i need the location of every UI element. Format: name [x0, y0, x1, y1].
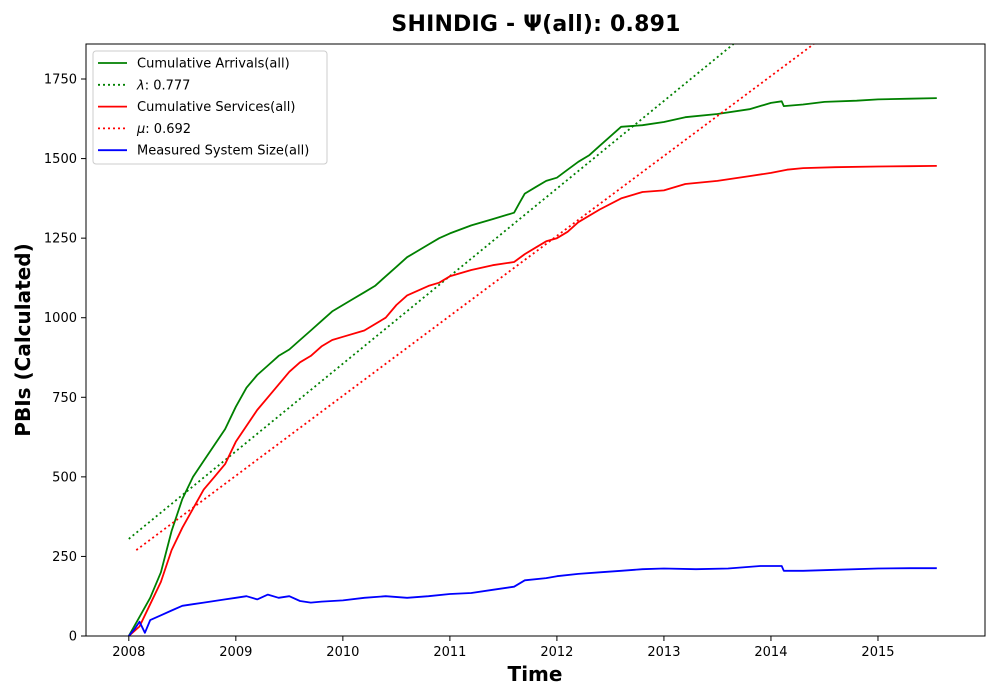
legend-label: Cumulative Arrivals(all): [137, 57, 290, 72]
x-tick-label: 2013: [647, 645, 680, 660]
y-tick-label: 1500: [44, 152, 77, 167]
y-tick-label: 1000: [44, 311, 77, 326]
y-tick-label: 500: [52, 470, 77, 485]
y-tick-label: 250: [52, 550, 77, 565]
x-axis-label: Time: [508, 662, 563, 686]
x-tick-label: 2015: [861, 645, 894, 660]
legend-label: λ: 0.777: [136, 78, 190, 93]
legend-label: Measured System Size(all): [137, 144, 309, 159]
x-tick-label: 2010: [326, 645, 359, 660]
chart-title: SHINDIG - Ψ(all): 0.891: [391, 12, 681, 37]
x-tick-label: 2014: [754, 645, 787, 660]
series-line-2: [128, 165, 937, 636]
y-tick-label: 750: [52, 391, 77, 406]
y-tick-label: 1250: [44, 232, 77, 247]
x-tick-label: 2012: [540, 645, 573, 660]
plot-frame: [85, 43, 986, 637]
series-line-4: [128, 565, 937, 636]
series-line-0: [128, 97, 937, 636]
legend-box: [92, 50, 328, 165]
y-axis-label: PBIs (Calculated): [11, 243, 35, 436]
legend-label: Cumulative Services(all): [137, 100, 295, 115]
y-tick-label: 0: [69, 630, 77, 645]
x-tick-label: 2011: [433, 645, 466, 660]
x-tick-label: 2009: [219, 645, 252, 660]
y-tick-label: 1750: [44, 73, 77, 88]
legend-label: μ: 0.692: [136, 122, 191, 137]
series-line-3: [135, 44, 815, 551]
x-tick-label: 2008: [112, 645, 145, 660]
